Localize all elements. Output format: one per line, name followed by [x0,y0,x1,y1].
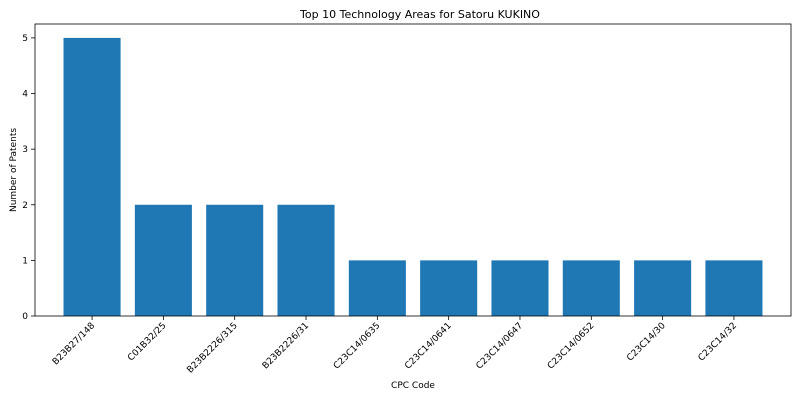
bar-9 [634,260,691,316]
x-tick-label: C23C14/0641 [403,321,454,372]
bar-8 [563,260,620,316]
x-axis-label: CPC Code [391,381,435,391]
x-axis-ticks: B23B27/148 C01B32/25 B23B2226/315 B23B2226/… [51,316,739,375]
y-tick-label: 0 [22,312,28,322]
x-tick-label: C23C14/0652 [546,321,597,372]
bar-3 [206,205,263,316]
x-tick-label: C23C14/0647 [475,321,526,372]
bar-1 [64,38,121,316]
bar-6 [420,260,477,316]
bars-group [64,38,763,316]
x-tick-label: C01B32/25 [126,321,168,363]
bar-10 [705,260,762,316]
y-tick-label: 2 [22,201,28,211]
x-tick-label: C23C14/0635 [332,321,383,372]
bar-7 [491,260,548,316]
y-tick-label: 3 [22,145,28,155]
bar-4 [277,205,334,316]
y-axis-ticks: 0 1 2 3 4 5 [22,34,35,322]
bar-5 [349,260,406,316]
chart-title: Top 10 Technology Areas for Satoru KUKIN… [299,8,540,21]
x-tick-label: C23C14/32 [697,321,739,363]
y-tick-label: 1 [22,256,28,266]
x-tick-label: C23C14/30 [625,321,668,364]
y-tick-label: 4 [22,90,28,100]
x-tick-label: B23B27/148 [51,321,97,367]
y-tick-label: 5 [22,34,28,44]
x-tick-label: B23B2226/31 [261,321,311,371]
x-tick-label: B23B2226/315 [185,321,239,375]
y-axis-label: Number of Patents [9,128,19,212]
bar-2 [135,205,192,316]
